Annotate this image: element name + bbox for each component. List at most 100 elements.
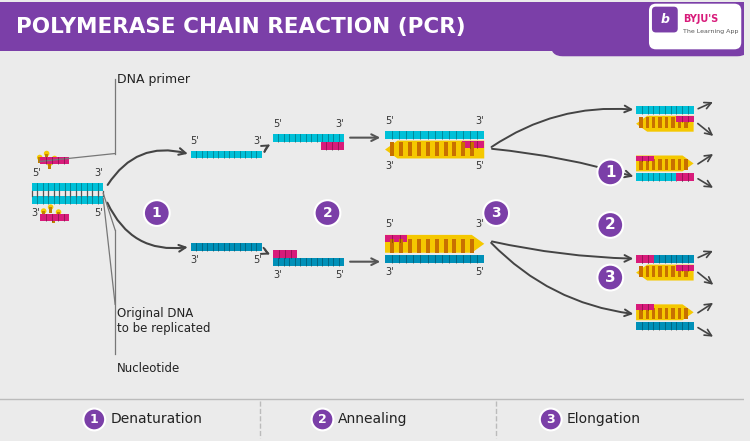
Bar bbox=[652, 308, 656, 319]
Bar bbox=[0, 2, 744, 51]
Text: 5': 5' bbox=[190, 135, 200, 146]
Text: 3': 3' bbox=[32, 208, 40, 218]
Text: POLYMERASE CHAIN REACTION (PCR): POLYMERASE CHAIN REACTION (PCR) bbox=[16, 16, 466, 37]
Bar bbox=[676, 173, 694, 181]
Bar bbox=[426, 239, 430, 253]
Circle shape bbox=[311, 408, 334, 430]
Text: 3': 3' bbox=[385, 267, 394, 277]
Bar bbox=[426, 142, 430, 156]
Bar bbox=[658, 160, 662, 170]
Bar bbox=[385, 255, 484, 263]
Text: 5': 5' bbox=[476, 267, 484, 277]
Bar bbox=[399, 239, 403, 253]
Text: Nucleotide: Nucleotide bbox=[117, 362, 180, 375]
Text: 5': 5' bbox=[385, 116, 394, 126]
Bar bbox=[658, 117, 662, 128]
FancyBboxPatch shape bbox=[652, 7, 678, 33]
Bar bbox=[671, 117, 675, 128]
Text: 5': 5' bbox=[254, 255, 262, 265]
Bar bbox=[42, 211, 45, 217]
Text: Denaturation: Denaturation bbox=[110, 412, 202, 426]
Bar bbox=[52, 217, 55, 223]
Bar bbox=[664, 160, 668, 170]
Bar bbox=[658, 308, 662, 319]
Bar bbox=[639, 308, 643, 319]
Bar bbox=[470, 142, 474, 156]
Circle shape bbox=[41, 208, 46, 214]
Circle shape bbox=[483, 200, 509, 226]
Bar bbox=[57, 212, 60, 218]
Bar bbox=[273, 250, 297, 258]
Text: 2: 2 bbox=[322, 206, 332, 220]
Bar bbox=[463, 141, 484, 148]
Bar bbox=[390, 142, 394, 156]
Bar bbox=[678, 265, 681, 277]
Bar bbox=[48, 164, 51, 169]
Bar bbox=[40, 214, 70, 221]
Bar bbox=[190, 150, 262, 158]
Bar bbox=[417, 239, 421, 253]
Text: 5': 5' bbox=[94, 208, 104, 218]
Polygon shape bbox=[636, 304, 694, 320]
Bar bbox=[639, 160, 643, 170]
Circle shape bbox=[83, 408, 105, 430]
Text: b: b bbox=[660, 13, 669, 26]
Circle shape bbox=[56, 209, 62, 215]
Text: 1: 1 bbox=[90, 413, 99, 426]
Text: 3: 3 bbox=[605, 270, 616, 285]
Bar bbox=[676, 116, 694, 122]
Bar bbox=[652, 117, 656, 128]
Bar bbox=[443, 239, 448, 253]
Text: 5': 5' bbox=[335, 269, 344, 280]
Bar bbox=[385, 235, 406, 242]
Bar bbox=[636, 173, 694, 181]
Text: BYJU'S: BYJU'S bbox=[682, 14, 718, 23]
Text: 3: 3 bbox=[491, 206, 501, 220]
Bar bbox=[639, 117, 643, 128]
Bar bbox=[408, 142, 412, 156]
Circle shape bbox=[598, 265, 623, 291]
Bar bbox=[636, 106, 694, 114]
Bar bbox=[435, 239, 439, 253]
Bar bbox=[45, 153, 48, 160]
Bar bbox=[452, 142, 457, 156]
Polygon shape bbox=[385, 235, 484, 253]
Bar bbox=[678, 308, 681, 319]
Bar bbox=[636, 255, 694, 263]
Bar bbox=[664, 265, 668, 277]
Bar bbox=[671, 308, 675, 319]
Bar bbox=[671, 265, 675, 277]
Bar bbox=[658, 265, 662, 277]
Bar bbox=[636, 304, 654, 310]
FancyBboxPatch shape bbox=[649, 4, 741, 49]
Bar bbox=[636, 322, 694, 330]
Text: Elongation: Elongation bbox=[566, 412, 640, 426]
Bar bbox=[435, 142, 439, 156]
Bar bbox=[664, 117, 668, 128]
Bar bbox=[646, 265, 649, 277]
Text: 2: 2 bbox=[605, 217, 616, 232]
Bar bbox=[678, 117, 681, 128]
Text: Annealing: Annealing bbox=[338, 412, 408, 426]
Bar bbox=[470, 239, 474, 253]
Bar bbox=[49, 207, 52, 213]
Bar bbox=[684, 117, 688, 128]
Circle shape bbox=[314, 200, 340, 226]
Text: 3': 3' bbox=[254, 135, 262, 146]
Text: 1: 1 bbox=[605, 165, 616, 180]
Text: 3': 3' bbox=[385, 161, 394, 172]
Bar bbox=[684, 160, 688, 170]
Circle shape bbox=[51, 214, 56, 220]
Text: 5': 5' bbox=[385, 219, 394, 229]
Bar bbox=[399, 142, 403, 156]
Bar bbox=[646, 117, 649, 128]
Bar bbox=[38, 157, 41, 164]
Bar bbox=[390, 239, 394, 253]
Polygon shape bbox=[385, 141, 484, 158]
Text: 5': 5' bbox=[476, 161, 484, 172]
Bar bbox=[646, 308, 649, 319]
Bar bbox=[53, 158, 56, 164]
Bar bbox=[652, 265, 656, 277]
Bar bbox=[684, 308, 688, 319]
Text: 2: 2 bbox=[318, 413, 327, 426]
